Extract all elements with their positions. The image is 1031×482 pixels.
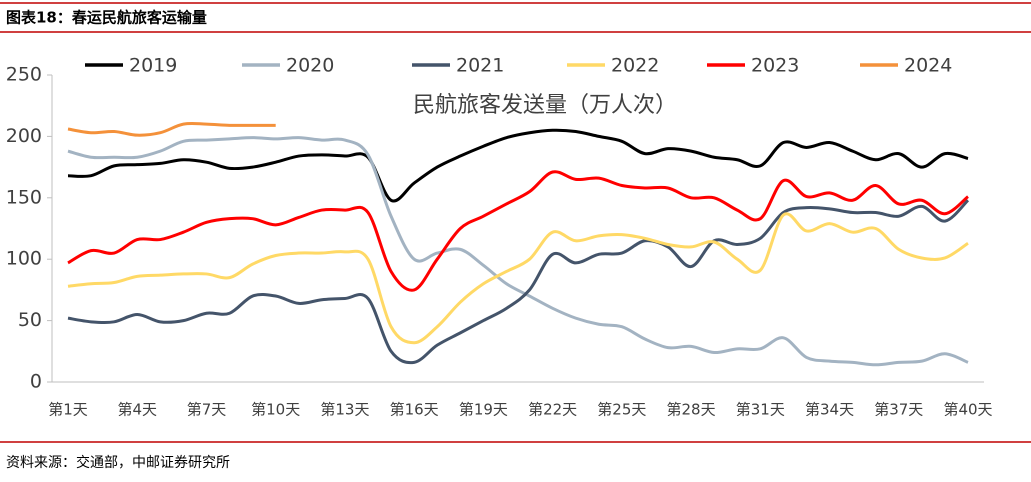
series-line <box>67 212 969 345</box>
legend-label: 2023 <box>751 55 799 77</box>
series-line <box>67 121 276 137</box>
x-tick-label: 第1天 <box>48 401 88 419</box>
series-line <box>67 136 969 367</box>
x-tick-label: 第10天 <box>251 401 300 419</box>
x-tick-label: 第40天 <box>943 401 992 419</box>
source-note: 资料来源：交通部，中邮证券研究所 <box>6 454 230 471</box>
x-tick-label: 第16天 <box>390 401 439 419</box>
x-tick-label: 第19天 <box>459 401 508 419</box>
y-tick-label: 0 <box>30 371 42 393</box>
legend-label: 2020 <box>286 55 334 77</box>
x-tick-label: 第34天 <box>805 401 854 419</box>
y-tick-label: 100 <box>6 248 42 270</box>
x-tick-label: 第22天 <box>528 401 577 419</box>
x-tick-label: 第25天 <box>597 401 646 419</box>
x-tick-label: 第37天 <box>874 401 923 419</box>
legend-label: 2022 <box>611 55 659 77</box>
chart-title: 民航旅客发送量（万人次） <box>413 93 677 118</box>
series-line <box>67 170 969 292</box>
page-title: 图表18：春运民航旅客运输量 <box>6 9 207 27</box>
y-tick-label: 50 <box>18 309 42 331</box>
series-line <box>67 128 969 203</box>
x-tick-label: 第28天 <box>667 401 716 419</box>
series-line <box>67 199 970 365</box>
legend-label: 2021 <box>456 55 504 77</box>
x-tick-label: 第31天 <box>736 401 785 419</box>
x-tick-label: 第13天 <box>320 401 369 419</box>
legend-label: 2019 <box>129 55 177 77</box>
legend-label: 2024 <box>904 55 952 77</box>
y-tick-label: 250 <box>6 64 42 86</box>
x-tick-label: 第7天 <box>187 401 227 419</box>
x-tick-label: 第4天 <box>117 401 157 419</box>
y-tick-label: 200 <box>6 125 42 147</box>
y-tick-label: 150 <box>6 186 42 208</box>
